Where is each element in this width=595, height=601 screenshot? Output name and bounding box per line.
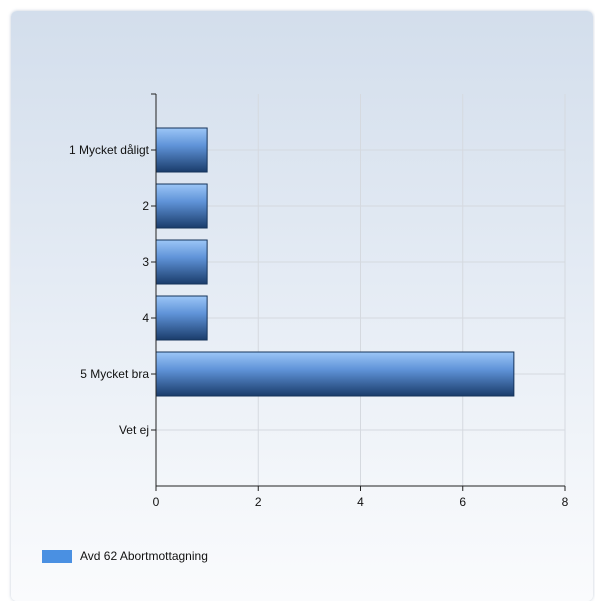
y-tick-label-3: 4	[142, 311, 149, 325]
legend-swatch	[42, 549, 72, 563]
grid-lines	[156, 94, 566, 486]
legend-label: Avd 62 Abortmottagning	[80, 549, 208, 563]
y-tick-label-5: Vet ej	[119, 423, 149, 437]
x-tick-label-8: 8	[562, 495, 569, 509]
bar-3	[155, 295, 208, 341]
x-tick-label-0: 0	[153, 495, 160, 509]
x-tick-labels: 0 2 4 6 8	[153, 495, 569, 509]
bar-chart: 1 Mycket dåligt 2 3 4 5 Mycket bra Vet ej 0 2 4…	[69, 93, 569, 509]
bars	[155, 127, 515, 397]
bar-2	[155, 239, 208, 285]
x-tick-label-6: 6	[459, 495, 466, 509]
chart-panel	[11, 11, 593, 601]
x-tick-label-4: 4	[357, 495, 364, 509]
x-tick-label-2: 2	[255, 495, 262, 509]
axes	[151, 93, 566, 491]
bar-4	[155, 351, 515, 397]
y-tick-label-2: 3	[142, 255, 149, 269]
y-tick-labels: 1 Mycket dåligt 2 3 4 5 Mycket bra Vet ej	[69, 143, 150, 437]
y-tick-label-0: 1 Mycket dåligt	[69, 143, 150, 157]
y-tick-label-1: 2	[142, 199, 149, 213]
legend: Avd 62 Abortmottagning	[42, 549, 208, 563]
bar-1	[155, 183, 208, 229]
bar-0	[155, 127, 208, 173]
y-tick-label-4: 5 Mycket bra	[80, 367, 149, 381]
